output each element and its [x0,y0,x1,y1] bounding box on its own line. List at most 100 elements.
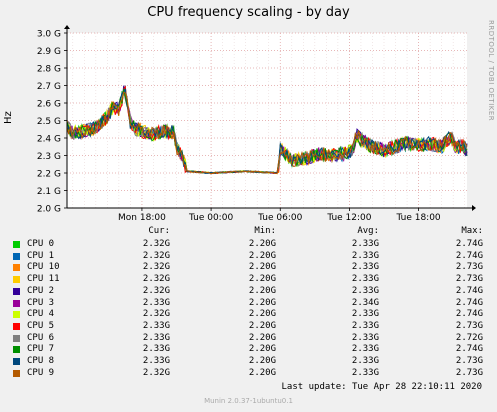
legend-min: 2.20G [248,274,276,285]
legend-row: CPU 4 2.32G 2.20G 2.33G 2.74G [0,309,497,320]
y-tick-label: 2.5 G [37,117,61,127]
legend-row: CPU 0 2.32G 2.20G 2.33G 2.74G [0,239,497,250]
legend-swatch [13,241,20,248]
axes: 2.0 G 2.1 G 2.2 G 2.3 G 2.4 G 2.5 G 2.6 G 2.7 G… [37,25,476,223]
legend-row: CPU 2 2.32G 2.20G 2.33G 2.74G [0,286,497,297]
legend-avg: 2.33G [351,367,379,378]
munin-version: Munin 2.0.37-1ubuntu0.1 [204,397,293,405]
legend-row: CPU 3 2.33G 2.20G 2.34G 2.74G [0,298,497,309]
legend-avg: 2.33G [351,250,379,261]
legend-cur: 2.32G [142,239,170,249]
legend-swatch [13,299,20,307]
y-tick-label: 2.6 G [37,100,61,110]
x-tick-label: Tue 18:00 [395,213,440,223]
x-tick-label: Tue 00:00 [188,213,233,223]
legend-cur: 2.33G [142,332,170,343]
legend-avg: 2.33G [351,274,379,285]
y-tick-label: 2.1 G [37,187,61,197]
legend-swatch [13,311,20,319]
legend-max: 2.74G [455,344,483,355]
legend-min: 2.20G [248,250,276,261]
legend-min: 2.20G [248,262,276,273]
legend-header-cur: Cur: [148,226,170,236]
y-tick-label: 2.4 G [37,135,61,145]
y-tick-label: 2.0 G [37,205,61,215]
legend-cur: 2.32G [142,262,170,273]
legend-max: 2.73G [455,262,483,273]
legend-min: 2.20G [248,239,276,249]
legend-swatch [13,276,20,284]
x-tick-label: Tue 06:00 [257,213,302,223]
legend-swatch [13,334,20,342]
legend-cur: 2.33G [142,356,170,366]
y-tick-label: 2.2 G [37,170,61,180]
legend-swatch [13,369,20,377]
legend-swatch [13,358,20,365]
legend-cur: 2.33G [142,297,170,308]
legend-min: 2.20G [248,285,276,296]
legend-row: CPU 10 2.32G 2.20G 2.33G 2.73G [0,262,497,273]
y-tick-label: 3.0 G [37,30,61,40]
legend-row: CPU 6 2.33G 2.20G 2.33G 2.72G [0,333,497,344]
legend-row: CPU 7 2.33G 2.20G 2.33G 2.74G [0,344,497,355]
legend-avg: 2.34G [351,297,379,308]
legend-swatch [13,252,20,260]
legend-series-name: CPU 8 [27,356,55,366]
legend-series-name: CPU 4 [27,309,55,320]
chart-plot: 2.0 G 2.1 G 2.2 G 2.3 G 2.4 G 2.5 G 2.6 G 2.7 G… [37,25,476,223]
legend-series-name: CPU 9 [27,367,55,378]
last-update: Last update: Tue Apr 28 22:10:11 2020 [281,382,482,392]
y-tick-label: 2.8 G [37,65,61,75]
legend-avg: 2.33G [351,344,379,355]
legend-min: 2.20G [248,356,276,366]
legend-max: 2.73G [455,274,483,285]
legend-min: 2.20G [248,344,276,355]
legend-series-name: CPU 10 [27,262,60,273]
legend-header-row: Cur: Min: Avg: Max: [0,226,497,237]
legend-series-name: CPU 5 [27,320,55,331]
legend-cur: 2.32G [142,309,170,320]
legend-max: 2.72G [455,332,483,343]
legend-series-name: CPU 6 [27,332,55,343]
series-line-cpu-9 [66,91,468,175]
x-tick-label: Tue 12:00 [326,213,371,223]
legend-min: 2.20G [248,367,276,378]
legend-row: CPU 8 2.33G 2.20G 2.33G 2.73G [0,356,497,367]
legend-avg: 2.33G [351,356,379,366]
legend-row: CPU 1 2.32G 2.20G 2.33G 2.74G [0,251,497,262]
x-tick-label: Mon 18:00 [118,213,166,223]
legend-min: 2.20G [248,309,276,320]
legend-series-name: CPU 11 [27,274,60,285]
legend-cur: 2.32G [142,285,170,296]
legend-swatch [13,287,20,295]
legend-avg: 2.33G [351,262,379,273]
legend-cur: 2.32G [142,274,170,285]
legend-swatch [13,322,20,330]
legend-max: 2.73G [455,367,483,378]
legend-max: 2.74G [455,239,483,249]
legend-max: 2.73G [455,320,483,331]
y-tick-label: 2.3 G [37,152,61,162]
legend-max: 2.74G [455,297,483,308]
legend-row: CPU 5 2.33G 2.20G 2.33G 2.73G [0,321,497,332]
legend-avg: 2.33G [351,239,379,249]
legend-cur: 2.33G [142,344,170,355]
legend-header-avg: Avg: [357,226,379,236]
chart-title: CPU frequency scaling - by day [147,5,350,20]
legend-min: 2.20G [248,332,276,343]
legend-series-name: CPU 1 [27,250,55,261]
legend-cur: 2.32G [142,367,170,378]
rrdtool-credit: RRDTOOL / TOBI OETIKER [487,20,495,122]
legend-header-min: Min: [254,226,276,236]
legend-cur: 2.32G [142,250,170,261]
legend-header-max: Max: [461,226,483,236]
legend-max: 2.74G [455,309,483,320]
legend-row: CPU 9 2.32G 2.20G 2.33G 2.73G [0,368,497,379]
legend-row: CPU 11 2.32G 2.20G 2.33G 2.73G [0,274,497,285]
legend-avg: 2.33G [351,309,379,320]
y-axis-arrow [64,25,70,29]
legend-min: 2.20G [248,297,276,308]
legend-max: 2.73G [455,356,483,366]
legend-swatch [13,346,20,354]
legend-series-name: CPU 3 [27,297,55,308]
